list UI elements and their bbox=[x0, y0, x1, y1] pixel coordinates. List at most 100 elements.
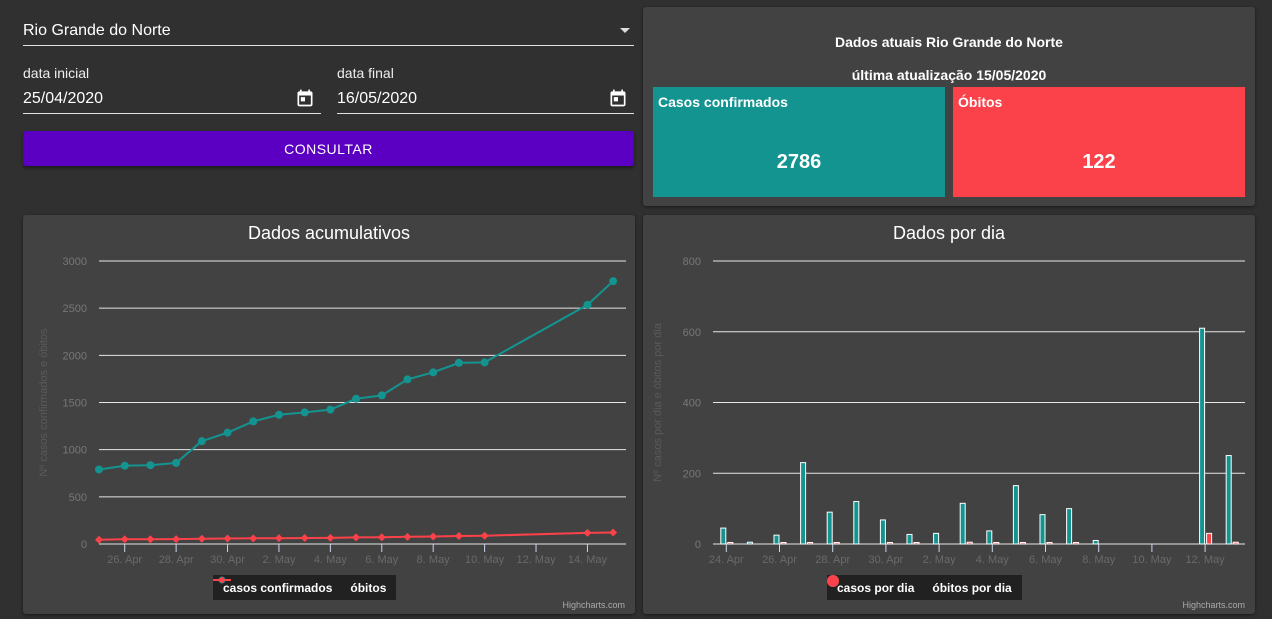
query-button[interactable]: CONSULTAR bbox=[23, 131, 634, 166]
bar bbox=[986, 530, 993, 545]
start-date-label: data inicial bbox=[23, 65, 90, 81]
x-tick-label: 24. Apr bbox=[709, 554, 744, 566]
legend-label: casos por dia bbox=[837, 580, 915, 595]
data-point bbox=[300, 533, 309, 542]
x-tick-label: 28. Apr bbox=[815, 554, 850, 566]
data-point bbox=[583, 528, 592, 537]
bar bbox=[746, 541, 753, 545]
cumulative-chart-title: Dados acumulativos bbox=[247, 223, 411, 243]
calendar-icon[interactable] bbox=[608, 88, 628, 108]
bar bbox=[1225, 455, 1232, 545]
x-tick-label: 14. May bbox=[568, 554, 608, 566]
x-tick-label: 4. May bbox=[976, 554, 1010, 566]
x-tick-label: 10. May bbox=[465, 554, 505, 566]
start-date-field[interactable]: data inicial 25/04/2020 bbox=[23, 60, 321, 114]
bar bbox=[1199, 327, 1206, 545]
y-axis-title: Nº casos confirmados e óbitos bbox=[38, 328, 50, 477]
deaths-label: Óbitos bbox=[958, 94, 1003, 110]
line-diamond-icon bbox=[213, 576, 231, 584]
data-point bbox=[223, 428, 232, 437]
bar bbox=[966, 541, 973, 545]
data-point bbox=[146, 535, 155, 544]
data-point bbox=[274, 410, 283, 419]
data-point bbox=[146, 461, 155, 470]
y-tick-label: 3000 bbox=[63, 256, 87, 268]
y-tick-label: 2000 bbox=[63, 350, 87, 362]
end-date-field[interactable]: data final 16/05/2020 bbox=[337, 60, 634, 114]
bar bbox=[933, 532, 940, 545]
data-point bbox=[352, 394, 361, 403]
chevron-down-icon[interactable] bbox=[620, 28, 630, 33]
legend-item-deaths[interactable]: óbitos bbox=[213, 576, 387, 595]
data-point bbox=[95, 465, 103, 474]
x-tick-label: 4. May bbox=[314, 554, 348, 566]
y-tick-label: 800 bbox=[683, 256, 701, 268]
data-point bbox=[249, 417, 258, 426]
data-point bbox=[326, 533, 335, 542]
bar bbox=[853, 501, 860, 545]
data-point bbox=[197, 437, 206, 446]
bar bbox=[800, 462, 807, 545]
bar bbox=[993, 542, 1000, 545]
y-tick-label: 200 bbox=[683, 468, 701, 480]
y-tick-label: 0 bbox=[695, 539, 701, 551]
y-tick-label: 600 bbox=[683, 327, 701, 339]
x-tick-label: 28. Apr bbox=[159, 554, 194, 566]
data-point bbox=[274, 534, 283, 543]
state-select-value: Rio Grande do Norte bbox=[23, 22, 171, 39]
bar bbox=[833, 542, 840, 545]
data-point bbox=[377, 391, 386, 400]
x-tick-label: 2. May bbox=[923, 554, 957, 566]
data-point bbox=[352, 533, 361, 542]
legend-label: óbitos bbox=[350, 580, 387, 595]
data-point bbox=[429, 532, 438, 541]
data-point bbox=[120, 535, 129, 544]
confirmed-cases-tile: Casos confirmados 2786 bbox=[653, 87, 945, 197]
chart-credits[interactable]: Highcharts.com bbox=[562, 600, 625, 610]
data-point bbox=[429, 368, 438, 377]
x-tick-label: 30. Apr bbox=[868, 554, 903, 566]
bar bbox=[1206, 532, 1213, 545]
legend-item-daily-deaths[interactable]: óbitos por dia bbox=[827, 575, 1012, 595]
bar bbox=[727, 542, 734, 545]
circle-icon bbox=[827, 575, 839, 587]
data-point bbox=[609, 528, 618, 537]
y-tick-label: 0 bbox=[81, 539, 87, 551]
deaths-value: 122 bbox=[1082, 151, 1116, 173]
bar bbox=[1046, 542, 1053, 545]
legend-item-daily-cases[interactable]: casos por dia bbox=[827, 575, 915, 595]
data-point bbox=[197, 534, 206, 543]
state-select[interactable]: Rio Grande do Norte bbox=[23, 14, 634, 46]
data-point bbox=[223, 534, 232, 543]
start-date-value[interactable]: 25/04/2020 bbox=[23, 90, 104, 107]
data-point bbox=[95, 535, 103, 544]
end-date-value[interactable]: 16/05/2020 bbox=[337, 90, 418, 107]
x-tick-label: 26. Apr bbox=[762, 554, 797, 566]
bar bbox=[1019, 542, 1026, 545]
bar bbox=[1092, 539, 1099, 545]
data-point bbox=[609, 277, 618, 286]
bar bbox=[879, 519, 886, 545]
x-tick-label: 8. May bbox=[417, 554, 451, 566]
bar bbox=[886, 542, 893, 545]
series-line bbox=[98, 531, 614, 541]
data-point bbox=[454, 358, 463, 367]
daily-chart-legend: casos por dia óbitos por dia bbox=[827, 575, 1022, 600]
bar bbox=[1232, 541, 1239, 545]
summary-title: Dados atuais Rio Grande do Norte bbox=[835, 34, 1063, 50]
x-tick-label: 12. May bbox=[516, 554, 556, 566]
calendar-icon[interactable] bbox=[295, 88, 315, 108]
confirmed-cases-value: 2786 bbox=[776, 151, 822, 173]
y-axis-title: Nº casos por dia e óbitos por dia bbox=[652, 322, 664, 482]
y-tick-label: 500 bbox=[69, 492, 87, 504]
legend-item-confirmed[interactable]: casos confirmados bbox=[213, 576, 332, 595]
data-point bbox=[172, 458, 181, 467]
x-tick-label: 10. May bbox=[1132, 554, 1172, 566]
bar bbox=[773, 534, 780, 545]
chart-credits[interactable]: Highcharts.com bbox=[1182, 600, 1245, 610]
bar bbox=[1012, 485, 1019, 545]
daily-chart-title: Dados por dia bbox=[892, 223, 1006, 243]
y-tick-label: 1000 bbox=[63, 445, 87, 457]
x-tick-label: 30. Apr bbox=[210, 554, 245, 566]
data-point bbox=[249, 534, 258, 543]
